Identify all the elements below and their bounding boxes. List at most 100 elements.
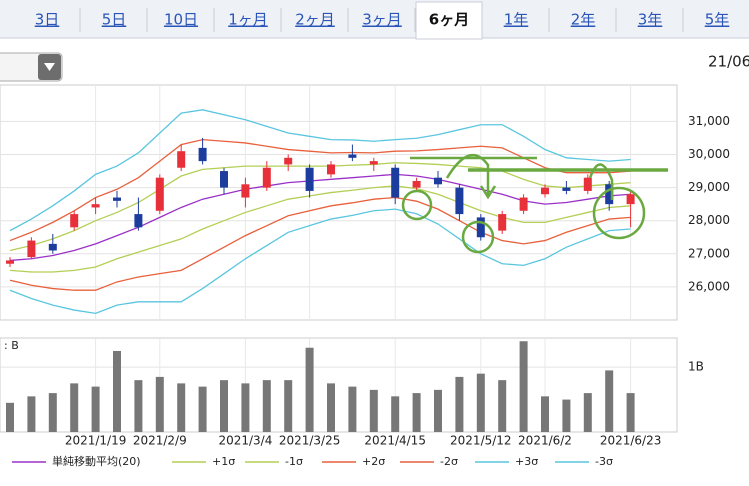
volume-bar [583,393,592,432]
candle-body [541,187,549,195]
y-tick-label: 27,000 [688,246,730,260]
candle-body [70,214,79,228]
y-tick-label: 29,000 [688,180,730,194]
y-tick-label: 31,000 [688,114,730,128]
volume-bar [284,380,293,432]
volume-bar [519,341,528,432]
volume-bar [412,393,421,432]
tabs: 3日 5日 10日 1ヶ月 2ヶ月 3ヶ月 6ヶ月 1年 2年 3年 5年 [35,1,730,40]
volume-bar [626,393,635,432]
candle-body [134,214,143,228]
candle-body [91,204,100,208]
annotations [401,153,668,254]
band-line [9,208,631,315]
candle-body [241,184,250,198]
candle-body [391,167,400,198]
tab[interactable]: 1ヶ月 [228,11,268,29]
candle-body [155,177,164,211]
volume-bar [327,383,335,432]
x-tick-label: 2021/4/15 [364,434,426,448]
y-tick-label: 30,000 [688,147,730,161]
candle-body [369,161,378,165]
candle-body [434,177,442,185]
tab-bar [0,0,749,38]
candle-body [262,167,271,188]
volume-bar [369,389,378,432]
legend: 単純移動平均(20) +1σ -1σ +2σ -2σ +3σ -3σ [12,454,613,468]
volume-bar [541,396,549,432]
volume-bar [605,370,614,432]
candle-body [284,157,293,165]
annotation-arrow [445,153,497,200]
volume-bar [155,376,164,432]
candle-body [198,147,207,162]
tab[interactable]: 10日 [164,11,198,29]
band-line [9,138,631,242]
y-tick-label: 26,000 [688,279,730,293]
volume-bar [262,380,271,432]
legend-label: 単純移動平均(20) [52,454,141,468]
candle-body [476,217,485,238]
tab[interactable]: 1年 [504,11,529,29]
annotation-circle [592,186,646,240]
x-tick-label: 2021/3/4 [218,434,272,448]
volume-bar [134,380,143,432]
volume-bar [476,373,485,432]
dropdown-arrow [44,63,55,71]
annotation-circle [461,220,495,254]
candle-body [113,197,121,201]
band-line [9,185,631,273]
y-tick-label: 28,000 [688,213,730,227]
candle-body [519,197,528,211]
price-frame [0,84,678,321]
candle-body [412,180,421,188]
x-tick-label: 2021/3/25 [279,434,341,448]
volume-bar [455,376,464,432]
x-tick-label: 2021/5/12 [450,434,512,448]
volume-bar [305,347,314,432]
x-tick-label: 2021/6/23 [600,434,662,448]
x-tick-label: 2021/1/19 [65,434,127,448]
legend-label: -3σ [595,455,613,468]
volume-bar [27,396,36,432]
band-line [9,162,631,252]
tab[interactable]: 3ヶ月 [362,11,402,29]
volume-bar [198,386,207,432]
volume-bar [498,380,507,432]
candle-body [305,167,314,191]
legend-label: +2σ [362,455,385,468]
tab[interactable]: 3年 [638,11,663,29]
volume-bar [220,380,228,432]
band-line [9,196,631,291]
x-tick-label: 2021/6/2 [518,434,572,448]
legend-label: +1σ [212,455,235,468]
tab[interactable]: 6ヶ月 [429,11,469,29]
x-tick-label: 2021/2/9 [133,434,187,448]
candle-body [626,194,635,205]
tab[interactable]: 5日 [102,11,127,29]
band-line [9,109,631,232]
candle-body [605,184,614,205]
tab[interactable]: 2ヶ月 [295,11,335,29]
candle-body [583,177,592,191]
volume-bar [434,389,442,432]
volume-bar [6,402,14,432]
tab[interactable]: 2年 [571,11,596,29]
volume-bar [91,386,100,432]
tab[interactable]: 5年 [705,11,730,29]
candle-body [220,171,228,188]
candle-body [27,240,36,258]
header-date: 21/06 [708,53,749,71]
volume-bar [391,396,400,432]
candle-body [498,214,507,231]
tab-selected [415,1,483,40]
candle-body [455,187,464,215]
y-tick-label: 1B [688,360,704,374]
tab[interactable]: 3日 [35,11,60,29]
annotation-arrow [588,163,614,200]
legend-label: +3σ [515,455,538,468]
legend-label: -2σ [440,455,458,468]
annotation-circle [401,189,433,221]
volume-unit: : B [4,339,19,352]
